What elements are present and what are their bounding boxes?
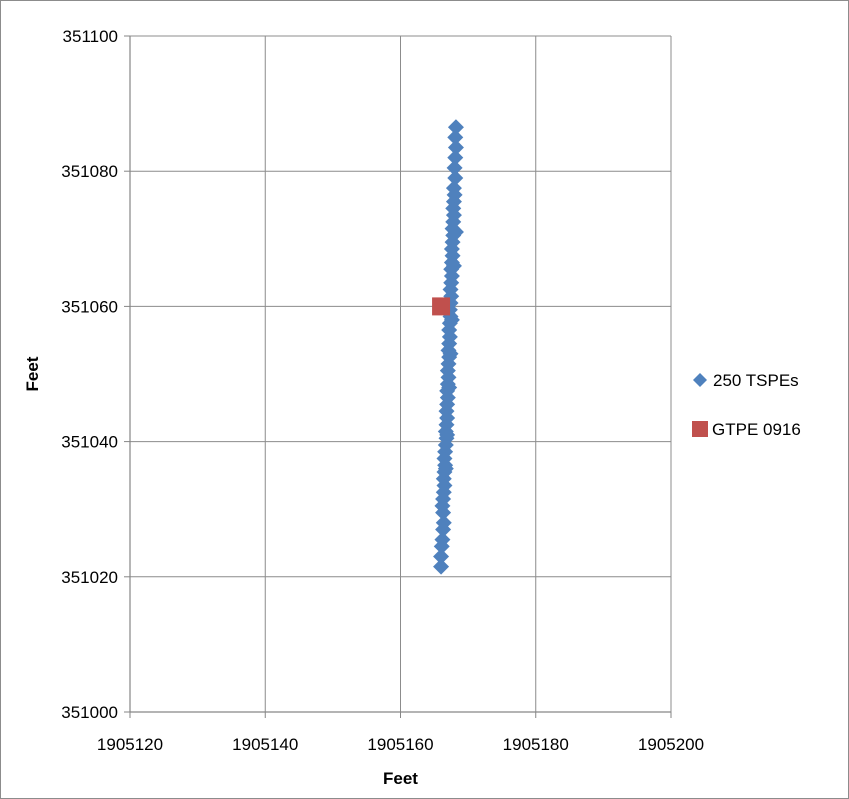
tspe-point-55 (447, 169, 464, 186)
data-points (432, 119, 464, 575)
axes (124, 35, 672, 718)
tspe-point-60 (447, 119, 464, 136)
x-tick-labels: 1905120 1905140 1905160 1905180 1905200 (97, 735, 704, 754)
y-axis-title: Feet (23, 356, 42, 391)
x-tick-label-1: 1905140 (232, 735, 298, 754)
gtpe-point-0 (432, 297, 451, 316)
y-tick-labels: 351000 351020 351040 351060 351080 351100 (61, 27, 118, 722)
legend-label-tspes: 250 TSPEs (713, 371, 799, 390)
tspe-point-64 (445, 257, 462, 274)
y-tick-label-2: 351040 (61, 433, 118, 452)
tspe-point-5 (435, 514, 452, 531)
legend-square-icon (692, 421, 708, 437)
legend: 250 TSPEs GTPE 0916 (692, 371, 801, 439)
tspe-point-57 (447, 149, 464, 166)
tspe-point-1 (433, 548, 450, 565)
tspe-point-62 (441, 379, 458, 396)
tspe-point-0 (433, 558, 450, 575)
x-tick-label-0: 1905120 (97, 735, 163, 754)
tspe-point-63 (443, 311, 460, 328)
y-tick-label-5: 351100 (63, 27, 118, 46)
tspe-point-3 (434, 531, 451, 548)
y-tick-label-3: 351060 (61, 297, 118, 316)
tspe-point-58 (447, 139, 464, 156)
legend-diamond-icon (693, 373, 707, 387)
tspe-point-56 (446, 159, 463, 176)
y-tick-label-4: 351080 (61, 162, 118, 181)
x-tick-label-4: 1905200 (638, 735, 704, 754)
tspe-point-61 (437, 460, 454, 477)
gridlines (129, 35, 672, 713)
tspe-point-59 (447, 129, 464, 146)
tspe-point-65 (447, 224, 464, 241)
x-axis-title: Feet (383, 769, 418, 788)
y-tick-label-0: 351000 (61, 703, 118, 722)
tspe-point-54 (445, 180, 462, 197)
x-tick-label-2: 1905160 (367, 735, 433, 754)
legend-label-gtpe: GTPE 0916 (712, 420, 801, 439)
tspe-point-66 (439, 426, 456, 443)
tspe-point-67 (442, 345, 459, 362)
y-tick-label-1: 351020 (61, 568, 118, 587)
x-tick-label-3: 1905180 (503, 735, 569, 754)
